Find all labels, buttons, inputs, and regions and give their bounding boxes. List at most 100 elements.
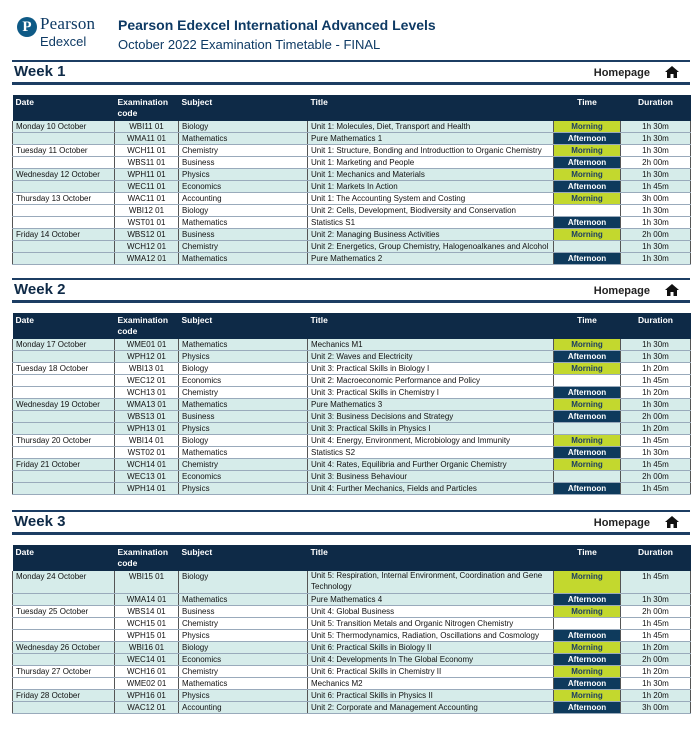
cell-date: Monday 17 October xyxy=(12,339,115,351)
table-row: WBS13 01 Business Unit 3: Business Decisio… xyxy=(12,410,691,423)
cell-time: Afternoon xyxy=(553,132,621,145)
cell-date xyxy=(12,482,115,495)
cell-title: Unit 1: Structure, Bonding and Introduct… xyxy=(307,144,554,157)
cell-time xyxy=(553,204,621,217)
cell-time: Morning xyxy=(553,339,621,351)
logo-pearson-text: Pearson xyxy=(40,14,96,33)
cell-subject: Mathematics xyxy=(178,398,308,411)
cell-duration: 1h 30m xyxy=(620,252,691,265)
cell-code: WPH14 01 xyxy=(114,482,179,495)
cell-time: Afternoon xyxy=(553,350,621,363)
table-row: WCH12 01 Chemistry Unit 2: Energetics, Gro… xyxy=(12,240,691,253)
cell-duration: 1h 45m xyxy=(620,180,691,193)
cell-time: Afternoon xyxy=(553,677,621,690)
cell-code: WBI15 01 xyxy=(114,571,179,594)
cell-code: WCH12 01 xyxy=(114,240,179,253)
cell-duration: 1h 30m xyxy=(620,132,691,145)
table-row: WMA11 01 Mathematics Pure Mathematics 1 Aft… xyxy=(12,132,691,145)
table-row: WME02 01 Mathematics Mechanics M2 Afternoon… xyxy=(12,677,691,690)
table-row: Monday 17 October WME01 01 Mathematics Mech… xyxy=(12,339,691,351)
timetable-table: Date Examination code Subject Title Time Dura… xyxy=(12,313,691,495)
cell-code: WBI16 01 xyxy=(114,641,179,654)
cell-date xyxy=(12,240,115,253)
cell-code: WAC11 01 xyxy=(114,192,179,205)
homepage-link[interactable]: Homepage xyxy=(593,285,650,297)
cell-title: Pure Mathematics 1 xyxy=(307,132,554,145)
week-section: Week 3 Homepage Date Examination code Subjec… xyxy=(12,510,691,714)
cell-time: Afternoon xyxy=(553,180,621,193)
table-header-row: Date Examination code Subject Title Time Dura… xyxy=(12,545,691,571)
table-row: Thursday 13 October WAC11 01 Accounting Uni… xyxy=(12,192,691,205)
cell-date xyxy=(12,132,115,145)
cell-subject: Physics xyxy=(178,689,308,702)
cell-title: Pure Mathematics 2 xyxy=(307,252,554,265)
cell-date: Friday 14 October xyxy=(12,228,115,241)
cell-title: Unit 1: Mechanics and Materials xyxy=(307,168,554,181)
homepage-link[interactable]: Homepage xyxy=(593,517,650,529)
cell-duration: 3h 00m xyxy=(620,701,691,714)
cell-subject: Mathematics xyxy=(178,677,308,690)
divider xyxy=(12,300,690,303)
homepage-link[interactable]: Homepage xyxy=(593,67,650,79)
timetable-table: Date Examination code Subject Title Time Dura… xyxy=(12,95,691,265)
cell-title: Mechanics M1 xyxy=(307,339,554,351)
week-header: Week 3 Homepage xyxy=(12,510,690,535)
cell-title: Pure Mathematics 3 xyxy=(307,398,554,411)
cell-subject: Business xyxy=(178,410,308,423)
cell-code: WEC12 01 xyxy=(114,374,179,387)
cell-date xyxy=(12,593,115,606)
cell-subject: Mathematics xyxy=(178,339,308,351)
spacer xyxy=(12,534,690,545)
cell-date xyxy=(12,156,115,169)
cell-code: WST01 01 xyxy=(114,216,179,229)
week-header: Week 1 Homepage xyxy=(12,60,690,85)
column-header-title: Title xyxy=(307,313,554,339)
cell-code: WPH12 01 xyxy=(114,350,179,363)
column-header-time: Time xyxy=(553,545,621,571)
home-icon[interactable] xyxy=(664,283,680,297)
table-header-row: Date Examination code Subject Title Time Dura… xyxy=(12,313,691,339)
cell-duration: 1h 45m xyxy=(620,629,691,642)
home-icon[interactable] xyxy=(664,65,680,79)
cell-subject: Biology xyxy=(178,434,308,447)
cell-subject: Physics xyxy=(178,482,308,495)
cell-code: WPH11 01 xyxy=(114,168,179,181)
cell-time: Afternoon xyxy=(553,386,621,399)
cell-subject: Economics xyxy=(178,180,308,193)
pearson-logo-icon: P xyxy=(17,17,37,37)
cell-duration: 1h 30m xyxy=(620,446,691,459)
table-row: WEC13 01 Economics Unit 3: Business Behavi… xyxy=(12,470,691,483)
table-row: WAC12 01 Accounting Unit 2: Corporate and … xyxy=(12,701,691,714)
cell-date xyxy=(12,216,115,229)
cell-code: WCH14 01 xyxy=(114,458,179,471)
cell-title: Unit 2: Waves and Electricity xyxy=(307,350,554,363)
cell-code: WPH13 01 xyxy=(114,422,179,435)
cell-title: Unit 6: Practical Skills in Biology II xyxy=(307,641,554,654)
cell-subject: Mathematics xyxy=(178,252,308,265)
logo-edexcel-text: Edexcel xyxy=(40,34,87,49)
cell-subject: Business xyxy=(178,228,308,241)
cell-duration: 1h 30m xyxy=(620,350,691,363)
cell-time xyxy=(553,240,621,253)
cell-time: Morning xyxy=(553,571,621,594)
week-title: Week 1 xyxy=(14,63,66,80)
cell-subject: Chemistry xyxy=(178,665,308,678)
cell-subject: Accounting xyxy=(178,192,308,205)
cell-time: Morning xyxy=(553,362,621,375)
cell-subject: Business xyxy=(178,605,308,618)
cell-time xyxy=(553,422,621,435)
cell-code: WEC14 01 xyxy=(114,653,179,666)
cell-date: Tuesday 11 October xyxy=(12,144,115,157)
home-icon[interactable] xyxy=(664,515,680,529)
table-row: Friday 14 October WBS12 01 Business Unit 2:… xyxy=(12,228,691,241)
cell-duration: 3h 00m xyxy=(620,192,691,205)
cell-duration: 2h 00m xyxy=(620,470,691,483)
divider xyxy=(12,278,690,280)
cell-date xyxy=(12,422,115,435)
cell-duration: 1h 20m xyxy=(620,386,691,399)
page-header: P Pearson Edexcel Pearson Edexcel Intern… xyxy=(0,0,700,58)
cell-subject: Physics xyxy=(178,422,308,435)
cell-title: Unit 5: Thermodynamics, Radiation, Oscil… xyxy=(307,629,554,642)
cell-duration: 2h 00m xyxy=(620,410,691,423)
spacer xyxy=(12,84,690,95)
